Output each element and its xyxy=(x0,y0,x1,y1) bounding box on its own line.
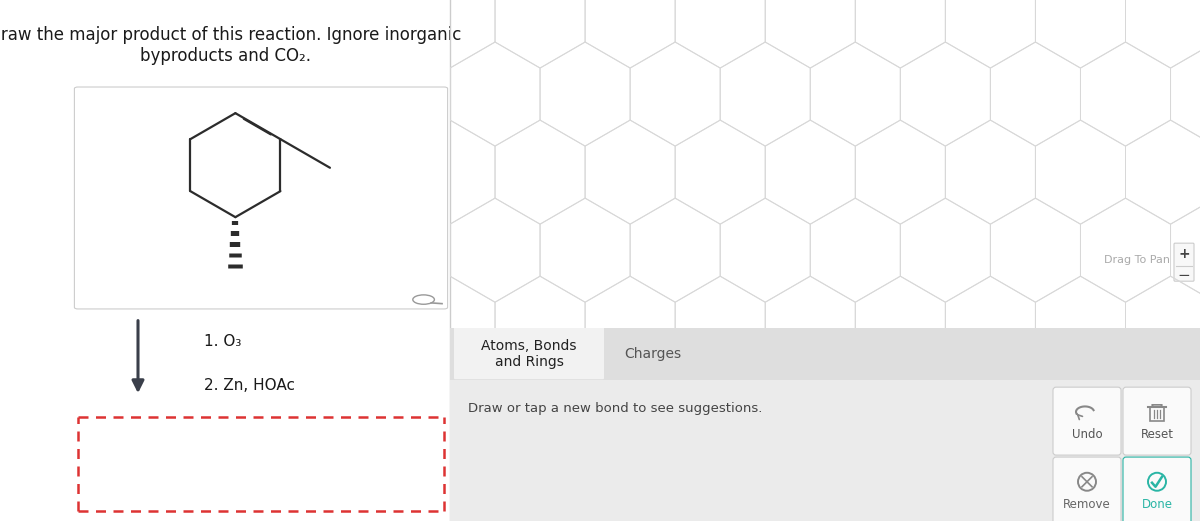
Bar xyxy=(450,328,1200,380)
Text: Draw the major product of this reaction. Ignore inorganic
byproducts and CO₂.: Draw the major product of this reaction.… xyxy=(0,26,462,65)
FancyBboxPatch shape xyxy=(1054,387,1121,455)
Text: Remove: Remove xyxy=(1063,498,1111,511)
Text: Done: Done xyxy=(1141,498,1172,511)
FancyBboxPatch shape xyxy=(1174,243,1194,281)
Text: Charges: Charges xyxy=(624,347,682,361)
Text: −: − xyxy=(1177,268,1190,283)
Text: Drag To Pan: Drag To Pan xyxy=(1104,255,1170,265)
Text: Reset: Reset xyxy=(1140,428,1174,441)
Text: Atoms, Bonds
and Rings: Atoms, Bonds and Rings xyxy=(481,339,577,369)
FancyBboxPatch shape xyxy=(1123,387,1190,455)
FancyBboxPatch shape xyxy=(1054,457,1121,521)
Text: +: + xyxy=(1178,247,1190,261)
Text: 1. O₃: 1. O₃ xyxy=(204,334,241,349)
FancyBboxPatch shape xyxy=(454,327,604,379)
FancyBboxPatch shape xyxy=(74,87,448,309)
Bar xyxy=(450,380,1200,521)
Text: Undo: Undo xyxy=(1072,428,1103,441)
FancyBboxPatch shape xyxy=(1123,457,1190,521)
Text: Draw or tap a new bond to see suggestions.: Draw or tap a new bond to see suggestion… xyxy=(468,402,762,415)
Text: 2. Zn, HOAc: 2. Zn, HOAc xyxy=(204,378,295,393)
